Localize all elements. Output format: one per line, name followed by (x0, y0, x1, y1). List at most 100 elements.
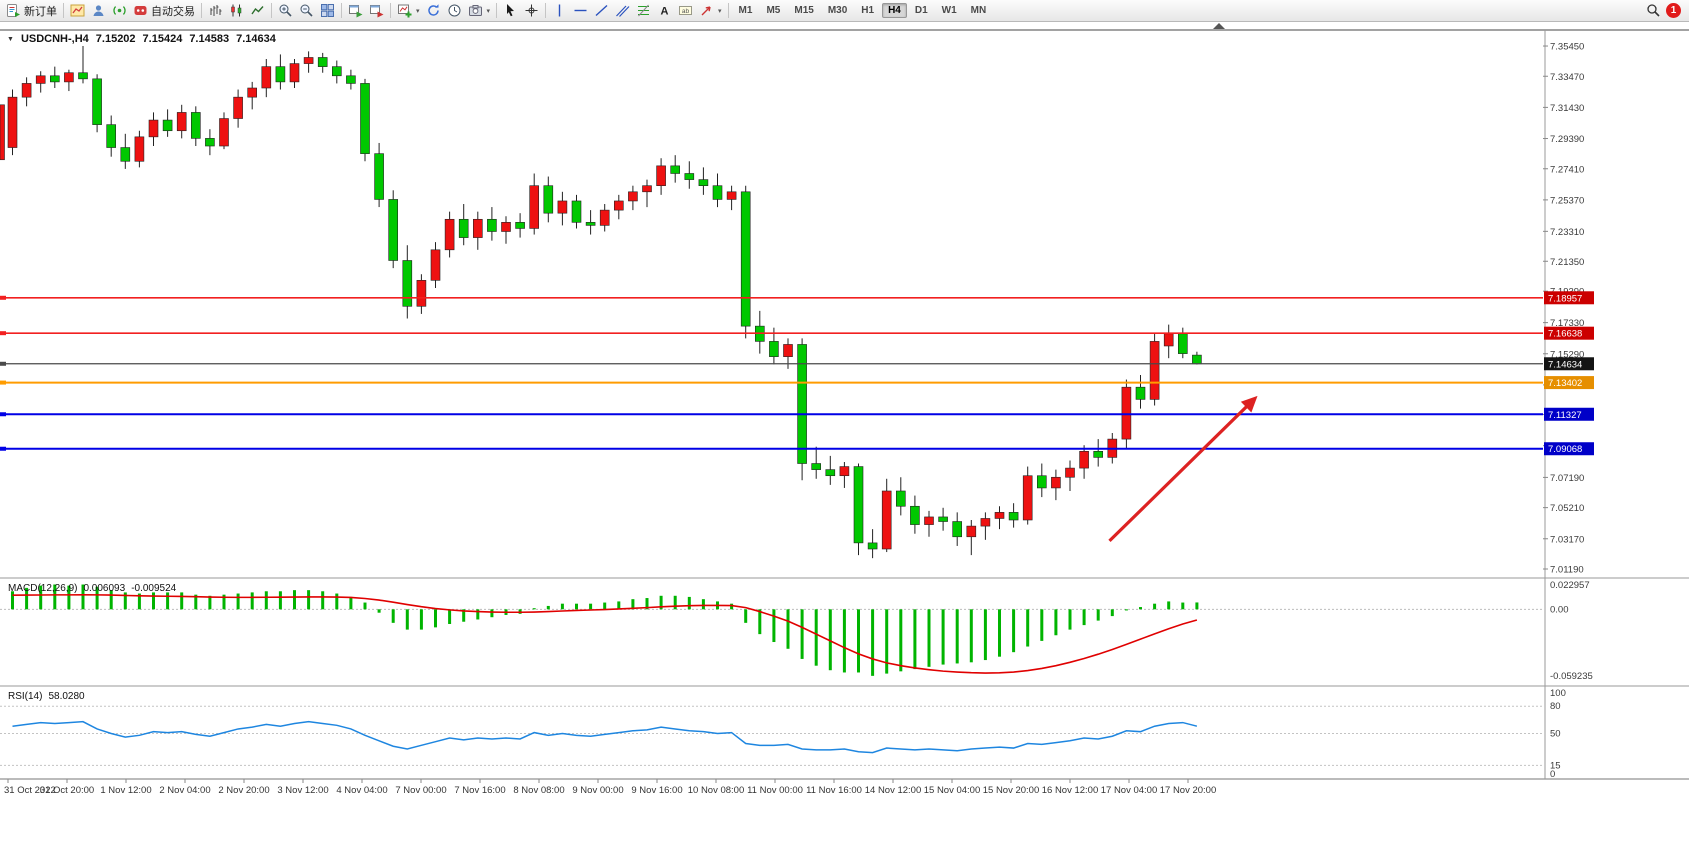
vline-icon (552, 3, 567, 18)
line-chart-button[interactable] (247, 1, 268, 20)
toolbar-separator (390, 3, 391, 18)
cursor-button[interactable] (500, 1, 521, 20)
horizontal-line-button[interactable] (570, 1, 591, 20)
candle-bull (261, 66, 272, 89)
macd-histogram-bar (871, 609, 875, 676)
snapshot-button[interactable]: ▾ (465, 1, 494, 20)
search-button[interactable] (1643, 1, 1664, 20)
macd-histogram-bar (1040, 609, 1044, 641)
timeframe-button-m30[interactable]: M30 (827, 5, 848, 16)
market-watch-button[interactable] (109, 1, 130, 20)
candle-bear (374, 153, 384, 200)
candle-bear (191, 112, 201, 139)
price-tag[interactable] (1544, 291, 1594, 305)
collapse-icon[interactable]: ▼ (7, 35, 14, 43)
rsi-indicator-label: RSI(14) 58.0280 (8, 691, 85, 702)
timeframe-button-d1[interactable]: D1 (914, 5, 928, 16)
track-icon (369, 3, 384, 18)
time-tick-label: 10 Nov 08:00 (688, 785, 745, 796)
channel-button[interactable] (612, 1, 633, 20)
refresh-button[interactable] (423, 1, 444, 20)
toolbar-separator (63, 3, 64, 18)
timeframe-button-w1[interactable]: W1 (941, 5, 957, 16)
macd-histogram-bar (462, 609, 466, 622)
history-button[interactable] (444, 1, 465, 20)
candle-bear (205, 138, 215, 147)
trendline-button[interactable] (591, 1, 612, 20)
timeframe-button-m15[interactable]: M15 (794, 5, 814, 16)
track-button[interactable] (366, 1, 387, 20)
candle-bull (980, 518, 991, 527)
macd-histogram-bar (95, 586, 99, 610)
price-tag-label: 7.16638 (1548, 329, 1582, 340)
chart-canvas[interactable]: 7.35450 7.33470 7.31430 7.29390 7.27410 7.253… (0, 22, 1689, 864)
price-tag[interactable] (1544, 442, 1594, 456)
chart-shift-marker[interactable] (1213, 23, 1225, 29)
new-chart-button[interactable]: ▾ (394, 1, 423, 20)
new-order-button[interactable]: 新订单 (3, 1, 60, 20)
label-button[interactable]: ab (675, 1, 696, 20)
text-button[interactable]: A (654, 1, 675, 20)
trend-arrow-head[interactable] (1240, 395, 1258, 413)
price-tag[interactable] (1544, 376, 1594, 390)
toolbar-separator (271, 3, 272, 18)
timeframe-button-m5[interactable]: M5 (766, 5, 781, 16)
candle-chart-button[interactable] (226, 1, 247, 20)
macd-histogram-bar (673, 595, 677, 610)
macd-histogram-bar (1068, 609, 1072, 630)
candle-bear (952, 521, 963, 538)
candle-bear (1192, 354, 1202, 365)
candle-bull (1051, 476, 1061, 489)
chart-symbol: USDCNH-,H4 (20, 33, 89, 45)
macd-histogram-bar (349, 596, 353, 610)
candle-bear (670, 165, 681, 174)
candle-bull (1022, 475, 1033, 521)
price-tag[interactable] (1544, 407, 1594, 421)
tile-windows-button[interactable] (317, 1, 338, 20)
timeframe-button-mn[interactable]: MN (970, 5, 987, 16)
line-handle[interactable] (0, 331, 6, 336)
arrange-button[interactable] (345, 1, 366, 20)
price-tick-label: 7.35450 (1550, 42, 1584, 53)
macd-histogram-bar (1167, 601, 1171, 610)
profile-button[interactable] (88, 1, 109, 20)
arrows-button[interactable]: ▾ (696, 1, 725, 20)
rsi-name: RSI(14) (8, 691, 43, 702)
time-tick-label: 15 Nov 20:00 (983, 785, 1040, 796)
price-tag-label: 7.13402 (1548, 378, 1582, 389)
candle-bull (783, 344, 793, 357)
macd-histogram-bar (603, 602, 607, 610)
price-tag[interactable] (1544, 357, 1594, 371)
timeframe-button-h1[interactable]: H1 (861, 5, 875, 16)
timeframe-button-m1[interactable]: M1 (738, 5, 753, 16)
price-tick-label: 7.15290 (1550, 349, 1584, 360)
auto-trading-button[interactable]: 自动交易 (130, 1, 198, 20)
line-handle[interactable] (0, 446, 6, 451)
line-handle[interactable] (0, 380, 6, 385)
macd-histogram-bar (137, 593, 141, 610)
candle-bear (78, 72, 88, 80)
bar-chart-button[interactable] (205, 1, 226, 20)
candle-bull (1149, 341, 1160, 400)
notification-badge[interactable]: 1 (1666, 3, 1681, 18)
charts-button[interactable] (67, 1, 88, 20)
timeframe-button-h4[interactable]: H4 (882, 3, 907, 18)
line-handle[interactable] (0, 295, 6, 300)
macd-histogram-bar (250, 592, 254, 610)
line-handle[interactable] (0, 361, 6, 366)
price-tag-label: 7.18957 (1548, 293, 1582, 304)
crosshair-button[interactable] (521, 1, 542, 20)
fibonacci-button[interactable] (633, 1, 654, 20)
line-handle[interactable] (0, 412, 6, 417)
vertical-line-button[interactable] (549, 1, 570, 20)
zoom-out-button[interactable] (296, 1, 317, 20)
macd-histogram-bar (307, 590, 311, 610)
candle-bull (881, 490, 892, 550)
trend-arrow-shaft[interactable] (1108, 404, 1249, 543)
price-tag[interactable] (1544, 326, 1594, 340)
macd-histogram-bar (109, 590, 113, 610)
zoom-in-button[interactable] (275, 1, 296, 20)
chevron-down-icon: ▾ (486, 7, 491, 15)
candle-bull (839, 466, 850, 477)
candle-bear (1008, 512, 1019, 521)
